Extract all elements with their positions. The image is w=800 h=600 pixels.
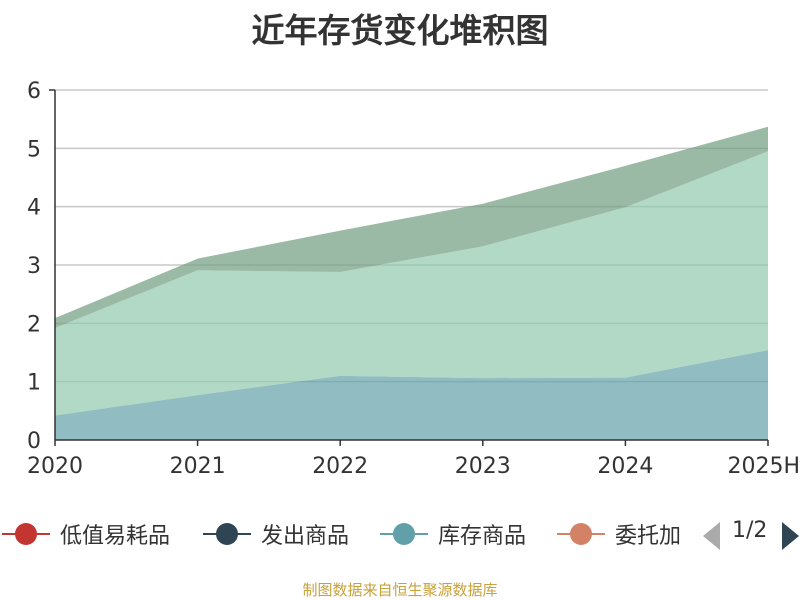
legend-prev-page-icon[interactable] <box>703 522 720 550</box>
y-tick-label: 2 <box>27 312 41 337</box>
source-note: 制图数据来自恒生聚源数据库 <box>302 581 498 599</box>
x-tick-label: 2025H <box>727 454 800 479</box>
legend-item-consigned-processing[interactable]: 委托加 <box>557 514 689 554</box>
legend-marker <box>380 514 428 554</box>
x-tick-label: 2021 <box>170 454 226 479</box>
y-tick-label: 3 <box>27 254 41 279</box>
legend-label: 发出商品 <box>261 524 350 549</box>
legend-label: 库存商品 <box>438 524 527 549</box>
y-tick-label: 5 <box>27 137 41 162</box>
legend-item-inventory-goods[interactable]: 库存商品 <box>380 514 526 554</box>
legend-next-page-icon[interactable] <box>782 522 799 550</box>
legend-marker <box>203 514 251 554</box>
legend-marker <box>2 514 50 554</box>
legend: 低值易耗品 发出商品 库存商品 委托加 <box>0 514 800 554</box>
y-tick-label: 1 <box>27 371 41 396</box>
y-tick-label: 4 <box>27 196 41 221</box>
legend-label: 委托加 <box>615 524 682 549</box>
axis-layer: 0 1 2 3 4 5 6 2020 2021 2022 2023 2024 2025H <box>27 79 800 479</box>
x-tick-label: 2024 <box>597 454 653 479</box>
x-tick-label: 2023 <box>455 454 511 479</box>
area-layer <box>55 126 768 440</box>
x-tick-label: 2020 <box>27 454 83 479</box>
legend-label: 低值易耗品 <box>60 524 171 549</box>
chart-title: 近年存货变化堆积图 <box>251 11 549 50</box>
legend-item-goods-shipped[interactable]: 发出商品 <box>203 514 349 554</box>
area-series-2 <box>55 350 768 440</box>
y-tick-label: 0 <box>27 429 41 454</box>
area-series-4 <box>55 151 768 416</box>
area-series-5 <box>55 126 768 328</box>
legend-item-low-value-consumables[interactable]: 低值易耗品 <box>2 514 170 554</box>
y-tick-label: 6 <box>27 79 41 104</box>
legend-page-indicator: 1/2 <box>732 518 768 543</box>
legend-marker <box>557 514 605 554</box>
x-tick-label: 2022 <box>312 454 368 479</box>
